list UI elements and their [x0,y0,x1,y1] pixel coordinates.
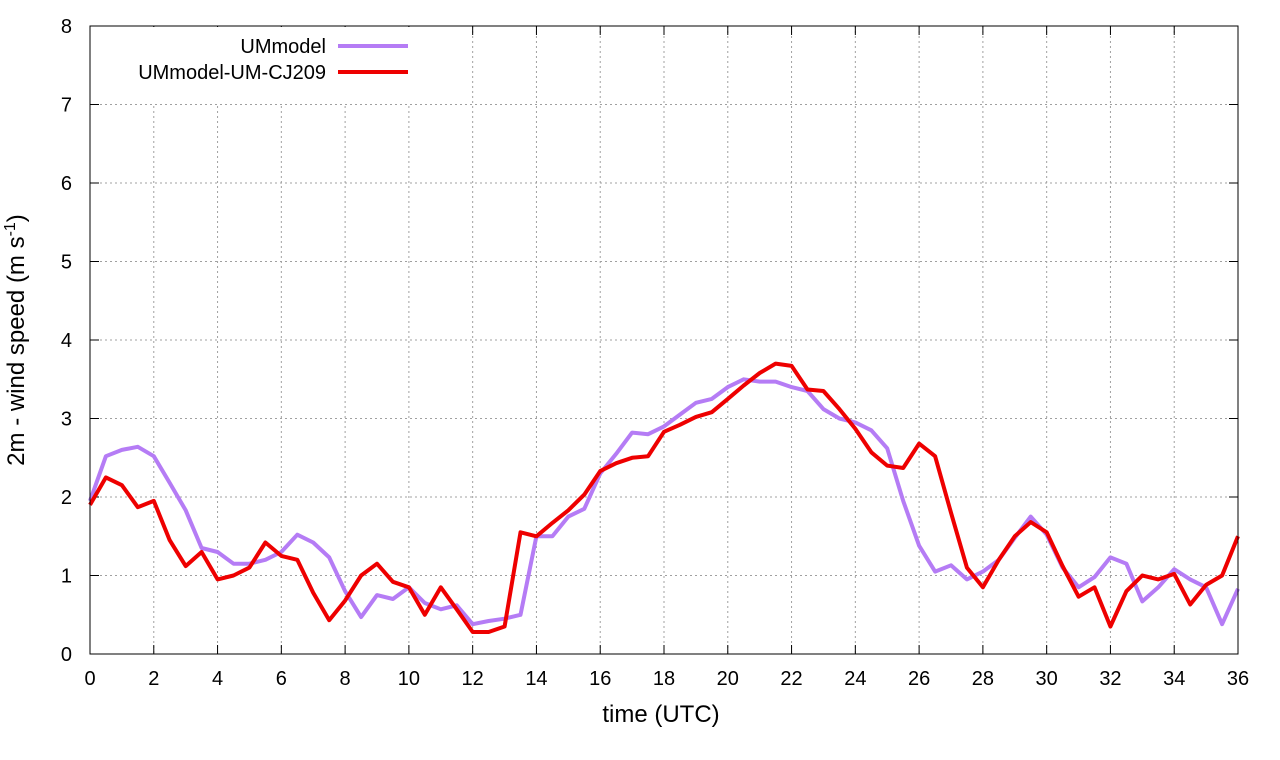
x-tick-label: 6 [276,668,287,690]
x-axis-title: time (UTC) [602,701,719,728]
y-tick-label: 1 [61,566,72,588]
legend-label-1: UMmodel [240,36,326,58]
series-line-2 [88,361,1240,634]
y-axis-title-end: ) [3,214,30,222]
y-tick-label: 0 [61,644,72,666]
y-tick-label: 4 [61,330,72,352]
x-tick-label: 26 [908,668,930,690]
x-tick-label: 8 [340,668,351,690]
y-tick-label: 6 [61,173,72,195]
x-tick-label: 12 [462,668,484,690]
y-tick-label: 8 [61,16,72,38]
x-tick-label: 4 [212,668,223,690]
y-tick-label: 2 [61,487,72,509]
y-axis-title-main: 2m - wind speed (m s [3,236,30,465]
y-tick-label: 3 [61,409,72,431]
y-tick-labels: 0 1 2 3 4 5 6 7 8 [61,16,72,666]
x-tick-label: 20 [717,668,739,690]
x-tick-label: 2 [148,668,159,690]
grid [90,26,1238,654]
legend-label-2: UMmodel-UM-CJ209 [138,62,326,84]
x-tick-label: 14 [525,668,547,690]
legend: UMmodel UMmodel-UM-CJ209 [138,36,408,84]
x-tick-label: 18 [653,668,675,690]
y-tick-label: 7 [61,95,72,117]
x-tick-label: 30 [1036,668,1058,690]
x-tick-label: 16 [589,668,611,690]
y-tick-label: 5 [61,252,72,274]
x-tick-label: 34 [1163,668,1185,690]
x-tick-label: 24 [844,668,866,690]
series-lines [88,361,1240,634]
y-axis-title: 2m - wind speed (m s-1) [2,214,30,466]
x-tick-label: 0 [84,668,95,690]
x-tick-label: 10 [398,668,420,690]
x-tick-label: 32 [1099,668,1121,690]
legend-background [91,27,419,103]
y-axis-title-superscript: -1 [2,222,19,236]
x-tick-labels: 0 2 4 6 8 10 12 14 16 18 20 22 24 26 28 30 32 34 36 [84,668,1249,690]
x-tick-label: 22 [780,668,802,690]
plot-frame [89,25,1239,655]
x-tick-label: 36 [1227,668,1249,690]
x-tick-label: 28 [972,668,994,690]
